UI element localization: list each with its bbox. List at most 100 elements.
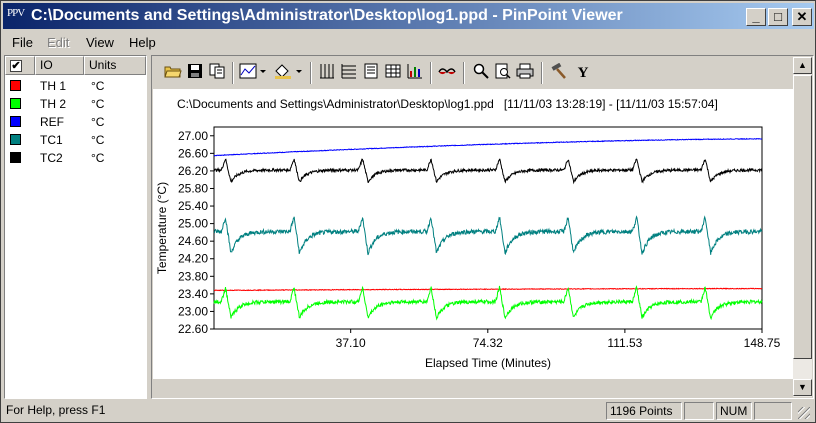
x-tick-label: 37.10: [336, 336, 366, 350]
x-tick-label: 74.32: [473, 336, 503, 350]
status-blank-1: [684, 402, 714, 420]
series-line: [213, 215, 763, 256]
toolbar-separator: [232, 62, 234, 84]
series-line: [213, 158, 763, 185]
series-line: [214, 137, 763, 157]
series-color-swatch[interactable]: [10, 80, 21, 91]
y-axis-icon[interactable]: Y: [577, 65, 589, 81]
io-unit: °C: [91, 151, 105, 165]
menu-edit[interactable]: Edit: [47, 35, 70, 50]
app-icon: PPV: [7, 7, 25, 19]
io-list-header: ✔ IO Units: [5, 56, 146, 75]
io-name: TC2: [40, 151, 63, 165]
vertical-grid-icon[interactable]: [317, 63, 337, 83]
io-unit: °C: [91, 79, 105, 93]
y-tick-label: 24.20: [178, 252, 208, 266]
header-io-column[interactable]: IO: [35, 56, 84, 75]
status-blank-2: [754, 402, 792, 420]
io-name: TH 2: [40, 97, 67, 111]
io-row[interactable]: REF °C: [5, 113, 146, 131]
zoom-icon[interactable]: [471, 63, 491, 83]
status-num: NUM: [716, 402, 752, 420]
io-name: TC1: [40, 133, 63, 147]
x-tick-label: 148.75: [744, 336, 781, 350]
io-name: REF: [40, 115, 64, 129]
series-line: [213, 287, 763, 292]
chart-canvas: C:\Documents and Settings\Administrator\…: [153, 89, 793, 379]
open-folder-icon[interactable]: [163, 63, 183, 83]
io-row[interactable]: TH 1 °C: [5, 77, 146, 95]
scroll-up-button[interactable]: ▲: [793, 57, 812, 74]
series-color-swatch[interactable]: [10, 134, 21, 145]
close-button[interactable]: ✕: [792, 8, 812, 26]
chart-type-icon[interactable]: [239, 63, 269, 83]
scroll-down-button[interactable]: ▼: [793, 379, 812, 396]
chart-bottom-strip: [153, 379, 793, 397]
plot-area: [213, 126, 763, 330]
zoom-page-icon[interactable]: [493, 63, 513, 83]
print-icon[interactable]: [515, 63, 535, 83]
temperature-chart: C:\Documents and Settings\Administrator\…: [155, 97, 781, 370]
series-line: [213, 285, 763, 321]
menu-view[interactable]: View: [86, 35, 114, 50]
scroll-thumb[interactable]: [793, 75, 812, 359]
x-axis-label: Elapsed Time (Minutes): [425, 356, 551, 370]
menu-bar: File Edit View Help: [3, 31, 814, 53]
status-points: 1196 Points: [606, 402, 682, 420]
data-list-icon[interactable]: [361, 63, 381, 83]
minimize-button[interactable]: _: [746, 8, 766, 26]
series-color-swatch[interactable]: [10, 98, 21, 109]
io-row[interactable]: TC2 °C: [5, 149, 146, 167]
y-tick-label: 23.80: [178, 269, 208, 283]
toolbar-separator: [310, 62, 312, 84]
window-title: C:\Documents and Settings\Administrator\…: [31, 7, 623, 24]
toolbar-separator: [541, 62, 543, 84]
copy-icon[interactable]: [207, 63, 227, 83]
io-row[interactable]: TC1 °C: [5, 131, 146, 149]
header-check-column[interactable]: ✔: [5, 56, 35, 75]
y-tick-label: 26.20: [178, 164, 208, 178]
glasses-icon[interactable]: [437, 63, 457, 83]
y-tick-label: 25.00: [178, 217, 208, 231]
y-tick-label: 22.60: [178, 322, 208, 336]
title-bar[interactable]: PPV C:\Documents and Settings\Administra…: [3, 3, 814, 29]
io-name: TH 1: [40, 79, 67, 93]
chart-zoom-icon[interactable]: [405, 63, 425, 83]
select-all-checkbox[interactable]: ✔: [10, 60, 22, 72]
chart-toolbar: Y: [153, 57, 793, 89]
status-bar: For Help, press F1 1196 Points NUM: [3, 401, 814, 421]
size-grip[interactable]: [798, 407, 810, 419]
save-icon[interactable]: [185, 63, 205, 83]
y-tick-label: 23.40: [178, 287, 208, 301]
io-row[interactable]: TH 2 °C: [5, 95, 146, 113]
vertical-scrollbar[interactable]: ▲ ▼: [793, 57, 812, 397]
hammer-icon[interactable]: [549, 62, 569, 83]
y-tick-label: 25.80: [178, 181, 208, 195]
table-icon[interactable]: [383, 63, 403, 83]
horizontal-grid-icon[interactable]: [339, 63, 359, 83]
toolbar-separator: [430, 62, 432, 84]
fill-color-icon[interactable]: [273, 63, 305, 83]
io-unit: °C: [91, 133, 105, 147]
io-unit: °C: [91, 115, 105, 129]
series-color-swatch[interactable]: [10, 152, 21, 163]
io-list-panel: ✔ IO Units TH 1 °C TH 2 °C REF °C TC1 °C TC2 °C: [4, 55, 147, 399]
y-tick-label: 26.60: [178, 146, 208, 160]
toolbar-separator: [463, 62, 465, 84]
y-tick-label: 23.00: [178, 304, 208, 318]
y-tick-label: 27.00: [178, 129, 208, 143]
chart-view: Y C:\Documents and Settings\Administrato…: [151, 55, 814, 399]
series-color-swatch[interactable]: [10, 116, 21, 127]
chart-title: C:\Documents and Settings\Administrator\…: [177, 97, 718, 111]
maximize-button[interactable]: □: [768, 8, 788, 26]
header-units-column[interactable]: Units: [84, 56, 146, 75]
menu-file[interactable]: File: [12, 35, 33, 50]
status-help-text: For Help, press F1: [6, 403, 106, 417]
y-tick-label: 24.60: [178, 234, 208, 248]
io-unit: °C: [91, 97, 105, 111]
y-tick-label: 25.40: [178, 199, 208, 213]
x-tick-label: 111.53: [607, 336, 642, 350]
menu-help[interactable]: Help: [129, 35, 156, 50]
y-axis-label: Temperature (°C): [155, 182, 169, 274]
